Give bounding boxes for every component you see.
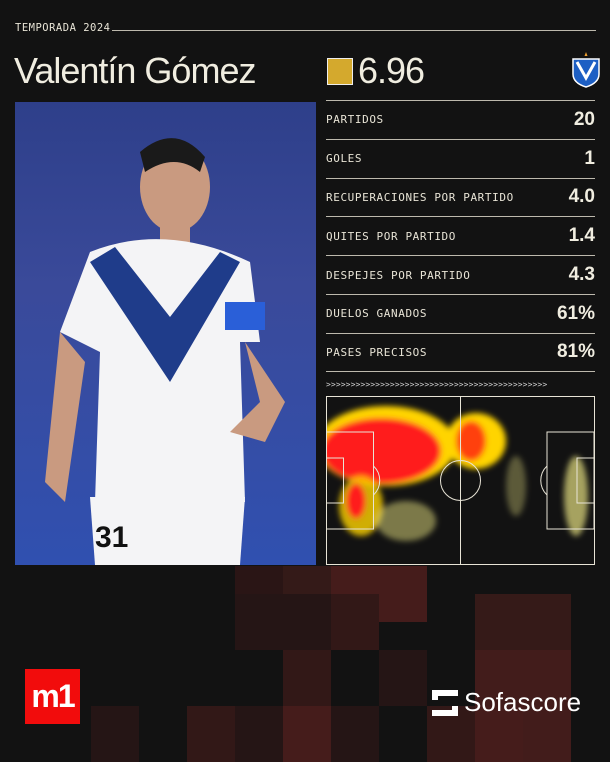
velez-sarsfield-crest-icon (572, 52, 600, 88)
stat-label: PARTIDOS (326, 113, 384, 127)
pitch-lines (326, 396, 595, 565)
stat-row-pases: PASES PRECISOS 81% (326, 332, 595, 372)
player-photo: 31 (15, 102, 316, 565)
stat-row-duelos: DUELOS GANADOS 61% (326, 293, 595, 333)
stat-row-recuperaciones: RECUPERACIONES POR PARTIDO 4.0 (326, 177, 595, 217)
stat-label: RECUPERACIONES POR PARTIDO (326, 190, 514, 204)
stat-row-goles: GOLES 1 (326, 138, 595, 178)
stat-value: 81% (556, 341, 595, 363)
m1-logo: m1 (25, 669, 80, 724)
heatmap (326, 406, 588, 541)
player-name: Valentín Gómez (14, 50, 256, 91)
stat-row-despejes: DESPEJES POR PARTIDO 4.3 (326, 255, 595, 294)
stat-label: DESPEJES POR PARTIDO (326, 268, 471, 282)
stat-value: 4.0 (568, 186, 595, 208)
m1-logo-text: m1 (31, 678, 75, 714)
stat-row-quites: QUITES POR PARTIDO 1.4 (326, 216, 595, 255)
sofascore-text: Sofascore (464, 687, 582, 717)
stat-value: 4.3 (568, 264, 595, 286)
heatmap-pitch (326, 396, 595, 565)
player-rating: 6.96 (358, 50, 425, 91)
rating-swatch (327, 58, 353, 85)
stat-label: GOLES (326, 152, 363, 166)
svg-text:31: 31 (95, 521, 128, 554)
season-label: TEMPORADA 2024 (15, 22, 111, 34)
sofascore-logo: Sofascore (432, 687, 581, 718)
stat-label: QUITES POR PARTIDO (326, 229, 457, 243)
stat-row-partidos: PARTIDOS 20 (326, 100, 595, 139)
stat-label: PASES PRECISOS (326, 345, 428, 359)
stat-value: 1 (584, 147, 595, 169)
stat-value: 61% (556, 302, 595, 324)
stat-label: DUELOS GANADOS (326, 307, 428, 321)
stat-value: 20 (573, 108, 595, 130)
stats-table: PARTIDOS 20 GOLES 1 RECUPERACIONES POR PAR… (326, 100, 595, 372)
stat-value: 1.4 (568, 225, 595, 247)
divider (112, 30, 596, 31)
sofascore-icon (432, 689, 458, 716)
attack-direction-arrows: >>>>>>>>>>>>>>>>>>>>>>>>>>>>>>>>>>>>>>>>… (326, 380, 548, 389)
